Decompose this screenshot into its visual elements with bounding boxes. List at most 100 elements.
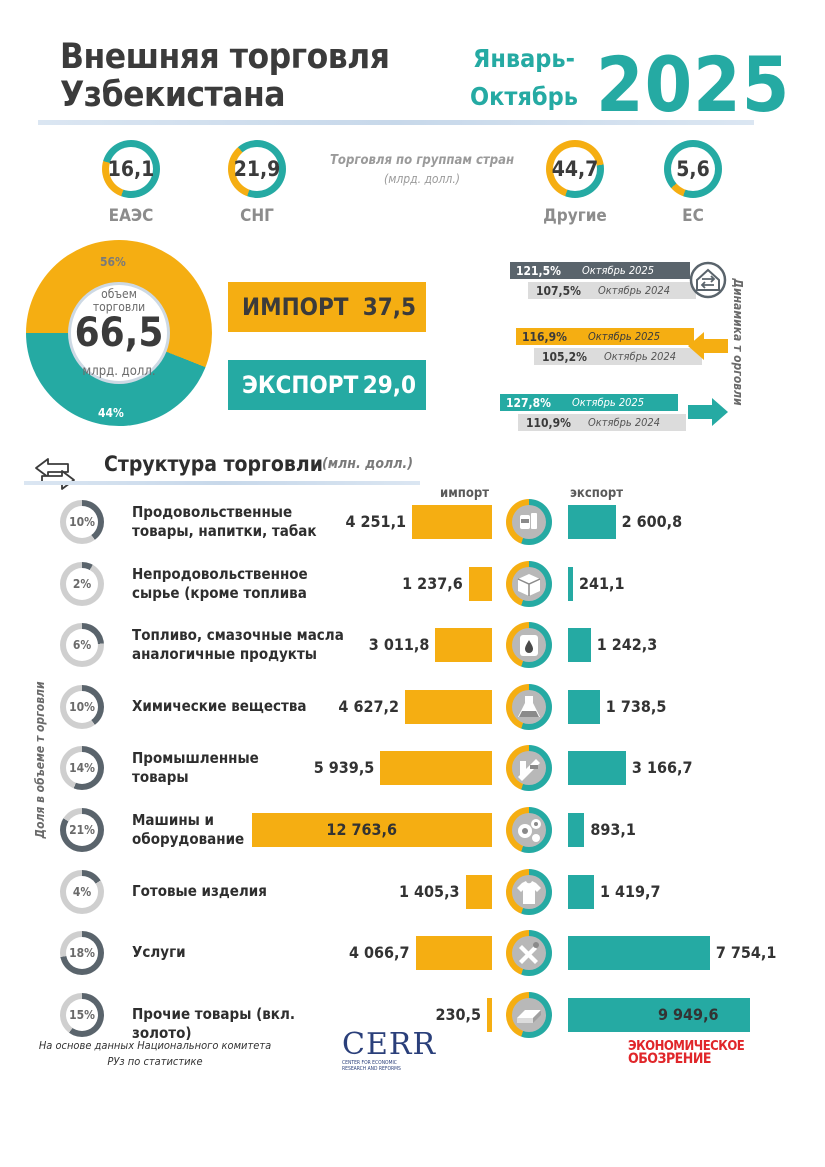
dynamics-previous-value: 107,5% xyxy=(536,283,581,298)
dynamics-current-box: 127,8% Октябрь 2025 xyxy=(500,394,678,411)
title-line-1: Внешняя торговля xyxy=(60,37,390,77)
import-value-label: 1 237,6 xyxy=(402,573,463,593)
category-icon-ring xyxy=(506,930,552,977)
category-label: Химические вещества xyxy=(132,697,352,716)
tools-icon xyxy=(519,942,539,965)
category-icon-ring xyxy=(506,622,552,669)
category-icon-disc xyxy=(512,689,546,724)
header-divider xyxy=(38,120,754,125)
import-bar xyxy=(412,505,492,539)
share-ring: 2% xyxy=(60,561,104,606)
dynamics-previous-box: 110,9% Октябрь 2024 xyxy=(518,414,686,431)
export-share-label: 44% xyxy=(98,406,124,420)
category-icon-ring xyxy=(506,683,552,730)
year-label: 2025 xyxy=(596,40,791,129)
volume-unit: млрд. долл. xyxy=(82,364,156,379)
cerr-sub-line-1: CENTER FOR ECONOMIC xyxy=(342,1060,397,1066)
country-group-value: 21,9 xyxy=(234,147,280,191)
export-value-label: 7 754,1 xyxy=(715,943,777,963)
category-label-line-1: Химические вещества xyxy=(132,696,307,715)
share-ring: 10% xyxy=(60,500,104,544)
steel-beam-icon xyxy=(518,759,540,782)
category-icon-ring xyxy=(506,560,552,607)
category-icon-ring xyxy=(506,868,552,915)
import-column-header: импорт xyxy=(440,486,490,501)
import-bar xyxy=(465,874,492,909)
country-groups-title: Торговля по группам стран xyxy=(329,153,515,168)
import-share-label: 56% xyxy=(100,255,126,269)
volume-value: 66,5 xyxy=(74,310,164,356)
import-value-label: 4 627,2 xyxy=(338,696,399,716)
trade-volume-donut: 56% 44% объем торговли 66,5 млрд. долл. xyxy=(26,240,212,426)
category-icon-ring xyxy=(506,991,552,1038)
dynamics-current-box: 121,5% Октябрь 2025 xyxy=(510,262,690,279)
source-line-1: На основе данных Национального комитета xyxy=(38,1039,272,1052)
import-total-label: ИМПОРТ xyxy=(242,293,349,321)
category-label: Топливо, смазочные масла аналогичные прод… xyxy=(132,626,352,664)
country-group-label: СНГ xyxy=(240,206,274,226)
export-value-label: 1 419,7 xyxy=(599,881,661,901)
category-label-line-2: оборудование xyxy=(132,830,245,848)
dynamics-current-value: 121,5% xyxy=(516,263,561,278)
period-label: Январь- Октябрь xyxy=(470,40,578,116)
import-bar xyxy=(404,689,492,724)
export-value-label: 241,1 xyxy=(579,573,625,593)
share-ring: 4% xyxy=(60,869,104,914)
volume-caption: объем торговли xyxy=(68,282,170,314)
category-label-line-1: Услуги xyxy=(132,943,186,962)
category-label: Промышленные товары xyxy=(132,749,352,787)
category-icon-disc xyxy=(512,751,546,786)
gears-icon xyxy=(518,819,541,842)
share-value: 18% xyxy=(66,937,98,970)
share-ring: 14% xyxy=(60,746,104,791)
category-label: Готовые изделия xyxy=(132,882,352,901)
dynamics-previous-box: 107,5% Октябрь 2024 xyxy=(528,282,696,299)
category-label-line-1: Продовольственные xyxy=(132,503,293,521)
dynamics-side-title-wrap: Динамика т орговли xyxy=(731,262,745,422)
dynamics-current-period: Октябрь 2025 xyxy=(588,330,661,343)
category-label: Продовольственные товары, напитки, табак xyxy=(132,503,352,541)
export-value-label: 893,1 xyxy=(590,820,636,839)
period-line-2: Октябрь xyxy=(470,82,578,111)
export-bar xyxy=(568,628,591,663)
import-value-label: 5 939,5 xyxy=(313,758,375,778)
country-group-ring: 16,1 xyxy=(102,140,160,198)
import-value-label: 3 011,8 xyxy=(368,635,430,655)
import-arrow-icon xyxy=(688,332,728,360)
country-group-ring: 5,6 xyxy=(664,140,722,198)
import-bar xyxy=(435,628,492,663)
cerr-logo-sub: CENTER FOR ECONOMIC RESEARCH AND REFORMS xyxy=(342,1060,436,1072)
category-icon-disc xyxy=(512,628,546,663)
category-label-line-2: аналогичные продукты xyxy=(132,645,317,664)
category-icon-ring xyxy=(506,807,552,853)
flask-icon xyxy=(518,695,540,717)
page-title: Внешняя торговля Узбекистана xyxy=(60,37,390,114)
dynamics-current-value: 116,9% xyxy=(522,329,567,344)
volume-caption-line-1: объем xyxy=(101,287,137,301)
source-line-2: РУз по статистике xyxy=(107,1055,203,1068)
category-label-line-2: сырье (кроме топлива xyxy=(132,583,307,602)
share-ring: 18% xyxy=(60,931,104,976)
dynamics-previous-value: 110,9% xyxy=(526,415,571,430)
category-icon-disc xyxy=(512,936,546,971)
category-label-line-2: товары, напитки, табак xyxy=(132,522,317,540)
dynamics-previous-period: Октябрь 2024 xyxy=(604,350,677,363)
share-value: 15% xyxy=(66,998,98,1031)
eo-logo-line-2: ОБОЗРЕНИЕ xyxy=(628,1051,711,1067)
export-bar xyxy=(568,874,594,909)
import-value-label: 230,5 xyxy=(435,1004,481,1024)
export-value-label: 2 600,8 xyxy=(621,512,683,531)
category-icon-disc xyxy=(512,997,546,1032)
dynamics-current-period: Октябрь 2025 xyxy=(582,264,655,277)
country-group-ring: 21,9 xyxy=(228,140,286,198)
dynamics-side-title: Динамика т орговли xyxy=(731,278,745,406)
share-value: 6% xyxy=(66,629,98,662)
share-axis-label: Доля в объеме т орговли xyxy=(33,681,47,839)
category-label-line-1: Топливо, смазочные масла xyxy=(132,626,344,645)
import-bar xyxy=(415,936,492,971)
import-total-value: 37,5 xyxy=(362,293,416,321)
export-bar xyxy=(568,751,626,786)
country-group-label: Другие xyxy=(543,206,607,226)
export-arrow-icon xyxy=(688,398,728,426)
structure-divider xyxy=(24,481,420,485)
